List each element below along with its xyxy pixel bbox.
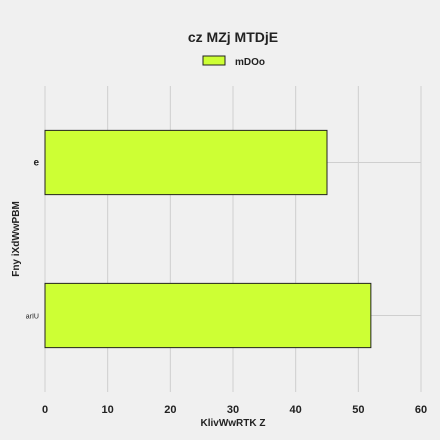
bars: [44, 129, 372, 349]
x-tick-labels: 0 10 20 30 40 50 60: [42, 404, 427, 416]
chart-title: cz MZj MTDjE: [188, 29, 278, 45]
y-tick-labels: arIU e: [26, 158, 40, 321]
x-tick-label: 20: [164, 404, 176, 416]
bar-e: [44, 129, 328, 196]
legend: mDOo: [202, 55, 265, 68]
y-tick-label: e: [33, 158, 39, 169]
x-tick-label: 60: [415, 404, 427, 416]
bar-ariu: [44, 282, 372, 349]
y-tick-label: arIU: [26, 314, 39, 321]
y-axis-label: Fny iXdWwPBM: [11, 201, 22, 277]
legend-swatch: [202, 55, 226, 66]
x-axis-label: KlivWwRTK Z: [201, 418, 266, 429]
x-tick-label: 30: [227, 404, 239, 416]
x-tick-label: 10: [102, 404, 114, 416]
x-tick-label: 40: [290, 404, 302, 416]
x-tick-label: 0: [42, 404, 48, 416]
legend-label: mDOo: [235, 57, 265, 68]
x-tick-label: 50: [352, 404, 364, 416]
